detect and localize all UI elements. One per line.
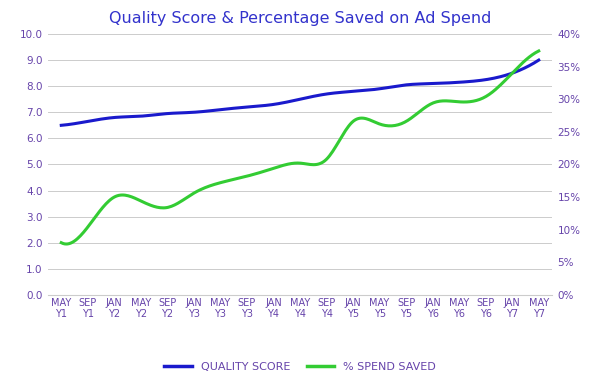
Title: Quality Score & Percentage Saved on Ad Spend: Quality Score & Percentage Saved on Ad S… xyxy=(109,11,491,26)
Legend: QUALITY SCORE, % SPEND SAVED: QUALITY SCORE, % SPEND SAVED xyxy=(160,358,440,376)
